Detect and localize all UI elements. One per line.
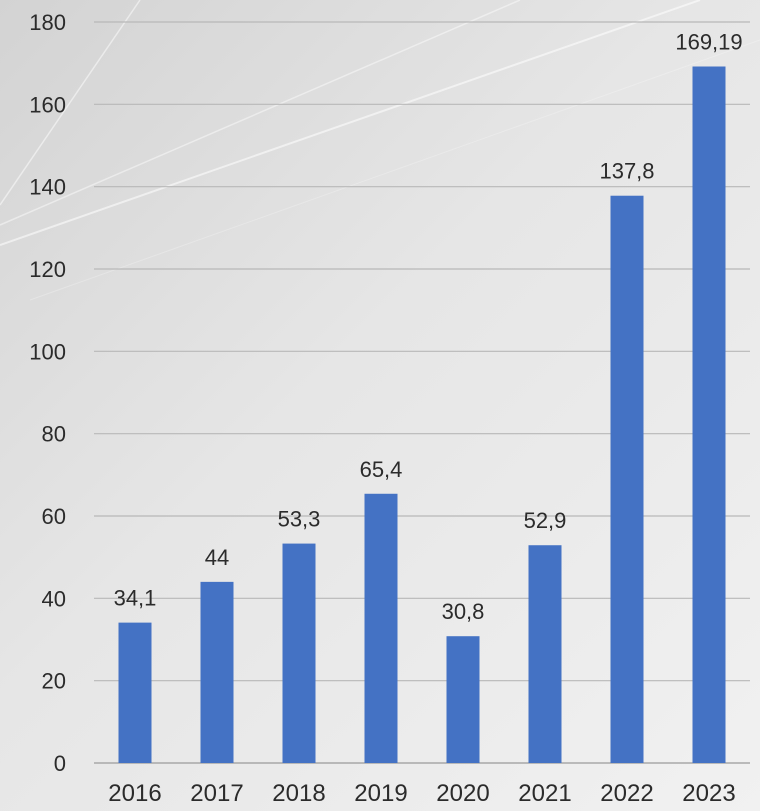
bar-2020 [446, 636, 480, 763]
x-tick-label-2016: 2016 [108, 780, 161, 807]
y-tick-label: 20 [42, 669, 66, 694]
bar-2022 [610, 195, 644, 763]
bar-2023 [692, 66, 726, 764]
data-labels: 34,1 44 53,3 65,4 30,8 52,9 137,8 169,19 [114, 30, 743, 625]
bar-2017 [200, 581, 234, 763]
x-tick-label-2020: 2020 [436, 780, 489, 807]
y-tick-label: 60 [42, 504, 66, 529]
x-tick-label-2017: 2017 [190, 780, 243, 807]
y-tick-label: 140 [29, 175, 66, 200]
y-axis: 0 20 40 60 80 100 120 140 160 180 [29, 10, 66, 776]
data-label-2021: 52,9 [524, 508, 567, 533]
x-tick-label-2018: 2018 [272, 780, 325, 807]
y-tick-label: 40 [42, 586, 66, 611]
y-tick-label: 180 [29, 10, 66, 35]
x-tick-label-2019: 2019 [354, 780, 407, 807]
bar-2018 [282, 543, 316, 763]
bar-2016 [118, 622, 152, 763]
gridlines [94, 21, 750, 764]
y-tick-label: 80 [42, 422, 66, 447]
y-tick-label: 100 [29, 339, 66, 364]
data-label-2022: 137,8 [599, 159, 654, 184]
y-tick-label: 0 [54, 751, 66, 776]
data-label-2017: 44 [205, 545, 229, 570]
data-label-2019: 65,4 [360, 457, 403, 482]
y-tick-label: 160 [29, 92, 66, 117]
data-label-2020: 30,8 [442, 599, 485, 624]
y-tick-label: 120 [29, 257, 66, 282]
bar-2019 [364, 493, 398, 763]
data-label-2023: 169,19 [675, 30, 742, 55]
bars [118, 66, 726, 764]
x-tick-label-2022: 2022 [600, 780, 653, 807]
x-tick-label-2021: 2021 [518, 780, 571, 807]
data-label-2018: 53,3 [278, 507, 321, 532]
x-axis: 2016 2017 2018 2019 2020 2021 2022 2023 [108, 780, 735, 807]
bar-2021 [528, 545, 562, 763]
x-tick-label-2023: 2023 [682, 780, 735, 807]
data-label-2016: 34,1 [114, 586, 157, 611]
background-decoration [0, 0, 760, 301]
